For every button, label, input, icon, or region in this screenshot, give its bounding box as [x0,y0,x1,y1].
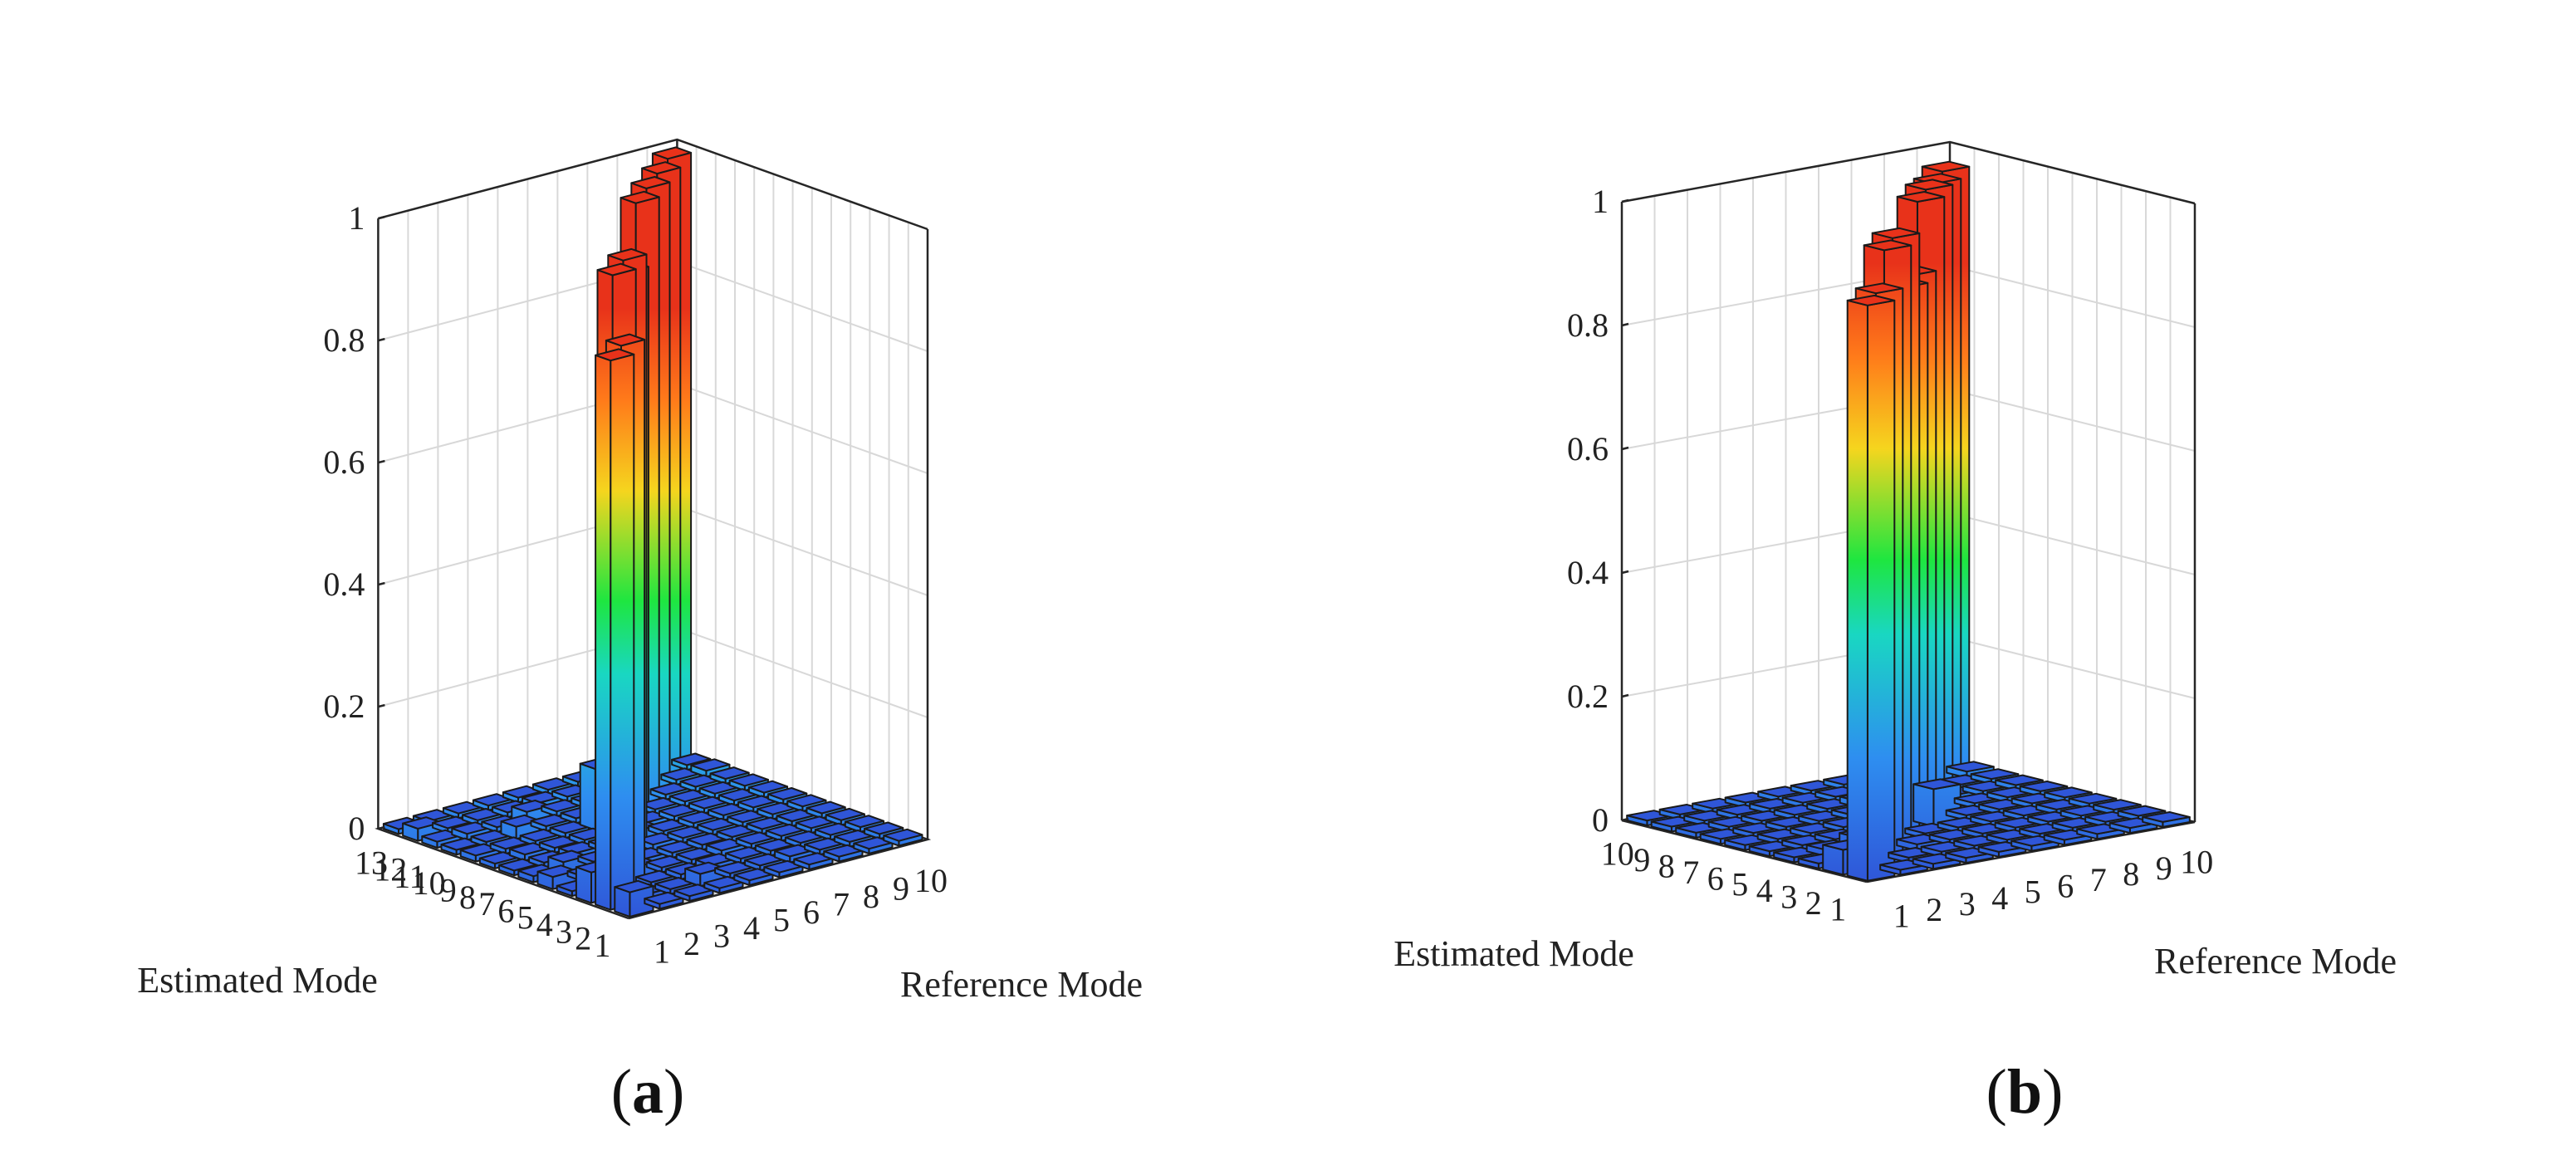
x-tick-label: 9 [1633,841,1650,879]
x-axis-label: Estimated Mode [137,960,378,1001]
panel-a-y-ticks: 1 2 3 4 5 6 7 8 9 10 [654,862,948,971]
panel-b-bars [1626,160,2191,882]
x-tick-label: 7 [478,885,495,923]
x-tick-label: 5 [517,899,534,937]
x-tick-label: 6 [1707,859,1724,897]
y-tick-label: 6 [2057,867,2074,904]
panel-a-z-ticks: 0 0.2 0.4 0.6 0.8 1 [323,199,385,847]
panel-b-y-ticks: 1 2 3 4 5 6 7 8 9 10 [1893,844,2214,935]
y-tick-label: 10 [2180,844,2213,881]
z-tick-label: 1 [348,199,365,237]
x-axis-label: Estimated Mode [1393,933,1634,974]
x-tick-label: 10 [413,864,446,902]
y-tick-label: 8 [863,878,879,915]
y-tick-label: 6 [803,893,820,931]
x-tick-label: 1 [594,927,610,964]
bar-b-est1-ref9 [2108,817,2158,835]
x-tick-label: 11 [394,858,426,895]
y-tick-label: 7 [2090,861,2107,898]
y-tick-label: 3 [1959,885,1976,923]
panel-a-bars [382,146,923,918]
bar-a-est1-ref6 [763,859,804,879]
y-tick-label: 9 [2156,849,2172,887]
x-tick-label: 6 [497,892,514,929]
bar-a-est7-ref9 [737,795,778,814]
x-tick-label: 2 [575,920,591,957]
bar-b-est1-ref1 [1846,294,1896,882]
y-tick-label: 8 [2123,855,2139,893]
bar-a-est1-ref7 [793,852,834,870]
bar-b-est1-ref7 [2043,829,2093,846]
x-tick-label: 4 [1756,872,1773,909]
x-tick-label: 8 [459,879,476,916]
bar-b-est1-ref10 [2142,811,2191,828]
x-tick-label: 3 [1780,879,1797,916]
y-tick-label: 4 [1991,879,2008,917]
z-tick-label: 0.2 [1567,678,1609,715]
x-tick-label: 8 [1658,848,1675,885]
z-tick-label: 0.4 [1567,554,1609,591]
y-axis-label: Reference Mode [900,964,1143,1005]
x-tick-label: 9 [440,871,457,908]
y-tick-label: 4 [743,909,760,947]
x-tick-label: 5 [1731,866,1748,903]
z-tick-label: 0.2 [323,688,365,725]
x-tick-label: 12 [374,851,407,888]
y-tick-label: 9 [893,869,909,907]
bar-a-est1-ref10 [883,828,923,847]
z-tick-label: 0.6 [323,443,365,481]
z-tick-label: 1 [1592,183,1609,220]
y-axis-label: Reference Mode [2154,941,2397,981]
z-tick-label: 0.6 [1567,430,1609,467]
y-tick-label: 7 [833,885,850,923]
y-tick-label: 10 [914,862,948,899]
panel-label-b: (b) [1986,1057,2064,1127]
x-tick-label: 1 [1829,890,1846,928]
z-tick-label: 0.8 [1567,306,1609,344]
z-tick-label: 0 [1592,801,1609,839]
bar-a-est1-ref9 [853,836,894,854]
x-tick-label: 4 [536,906,553,943]
x-tick-label: 2 [1805,884,1822,922]
y-tick-label: 2 [683,925,700,962]
x-tick-label: 7 [1682,854,1699,891]
y-tick-label: 5 [2025,874,2041,911]
z-tick-label: 0 [348,810,365,847]
z-tick-label: 0.8 [323,321,365,359]
x-tick-label: 13 [355,844,388,881]
y-tick-label: 2 [1926,891,1942,928]
z-tick-label: 0.4 [323,565,365,603]
panel-label-a: (a) [611,1057,685,1127]
x-tick-label: 10 [1601,835,1634,873]
y-tick-label: 1 [654,932,670,970]
bar-a-est2-ref1 [595,348,635,911]
y-tick-label: 1 [1893,897,1910,934]
y-tick-label: 5 [773,901,790,938]
bar-a-est1-ref4 [703,875,744,894]
panel-b-z-ticks: 0 0.2 0.4 0.6 0.8 1 [1567,183,1629,839]
bar-a-est1-ref1 [614,879,654,918]
y-tick-label: 3 [713,917,730,954]
x-tick-label: 3 [556,913,572,950]
